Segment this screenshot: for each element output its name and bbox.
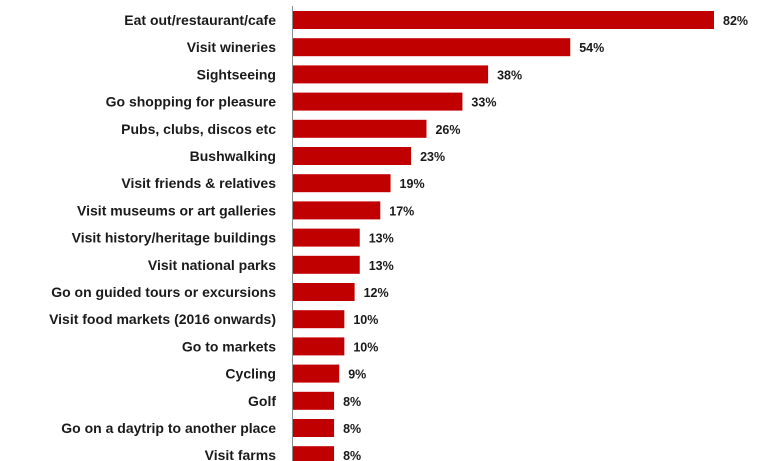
category-label: Go shopping for pleasure: [106, 94, 277, 110]
bar: [293, 147, 412, 165]
category-label: Visit wineries: [187, 39, 276, 55]
category-labels-group: Eat out/restaurant/cafe Visit wineries Sig…: [49, 12, 276, 461]
category-label: Visit history/heritage buildings: [72, 230, 277, 246]
value-label: 26%: [435, 123, 460, 137]
bar: [293, 92, 463, 111]
bar: [293, 364, 340, 383]
value-label: 23%: [420, 150, 445, 164]
bar: [293, 11, 714, 29]
value-label: 54%: [579, 41, 604, 55]
value-labels-group: 82% 54% 38%33% 26% 23% 19% 17% 13% 13% 12% 10% 10% 9…: [343, 14, 748, 461]
value-label: 38%: [497, 68, 522, 82]
bars-group: [293, 11, 714, 461]
category-label: Cycling: [225, 366, 276, 382]
category-label: Visit friends & relatives: [121, 175, 276, 191]
category-label: Visit national parks: [148, 257, 276, 273]
category-label: Pubs, clubs, discos etc: [121, 121, 276, 137]
category-label: Go to markets: [182, 338, 276, 354]
bar: [293, 255, 360, 274]
value-label: 12%: [364, 286, 389, 300]
bar: [293, 174, 391, 193]
value-label: 17%: [389, 204, 414, 218]
value-label: 82%: [723, 14, 748, 28]
bar: [293, 391, 335, 410]
value-label: 8%: [343, 422, 361, 436]
bar: [293, 419, 335, 437]
bar: [293, 119, 427, 138]
bar: [293, 337, 345, 356]
category-label: Sightseeing: [197, 66, 276, 82]
value-label: 13%: [369, 232, 394, 246]
value-label: 10%: [353, 340, 378, 354]
category-label: Visit food markets (2016 onwards): [49, 311, 276, 327]
value-label: 8%: [343, 449, 361, 461]
category-label: Go on a daytrip to another place: [61, 420, 276, 436]
category-label: Eat out/restaurant/cafe: [124, 12, 276, 28]
value-label: 10%: [353, 313, 378, 327]
category-label: Visit museums or art galleries: [77, 202, 276, 218]
bar: [293, 201, 381, 220]
category-label: Bushwalking: [190, 148, 276, 164]
value-label: 33%: [471, 96, 496, 110]
bar: [293, 446, 335, 461]
value-label: 13%: [369, 259, 394, 273]
category-label: Visit farms: [205, 447, 277, 461]
bar: [293, 283, 355, 301]
category-label: Golf: [248, 393, 276, 409]
bar: [293, 310, 345, 329]
category-label: Go on guided tours or excursions: [51, 284, 276, 300]
bar: [293, 65, 489, 84]
bar: [293, 228, 360, 247]
value-label: 19%: [400, 177, 425, 191]
value-label: 8%: [343, 395, 361, 409]
bar: [293, 38, 571, 57]
value-label: 9%: [348, 368, 366, 382]
